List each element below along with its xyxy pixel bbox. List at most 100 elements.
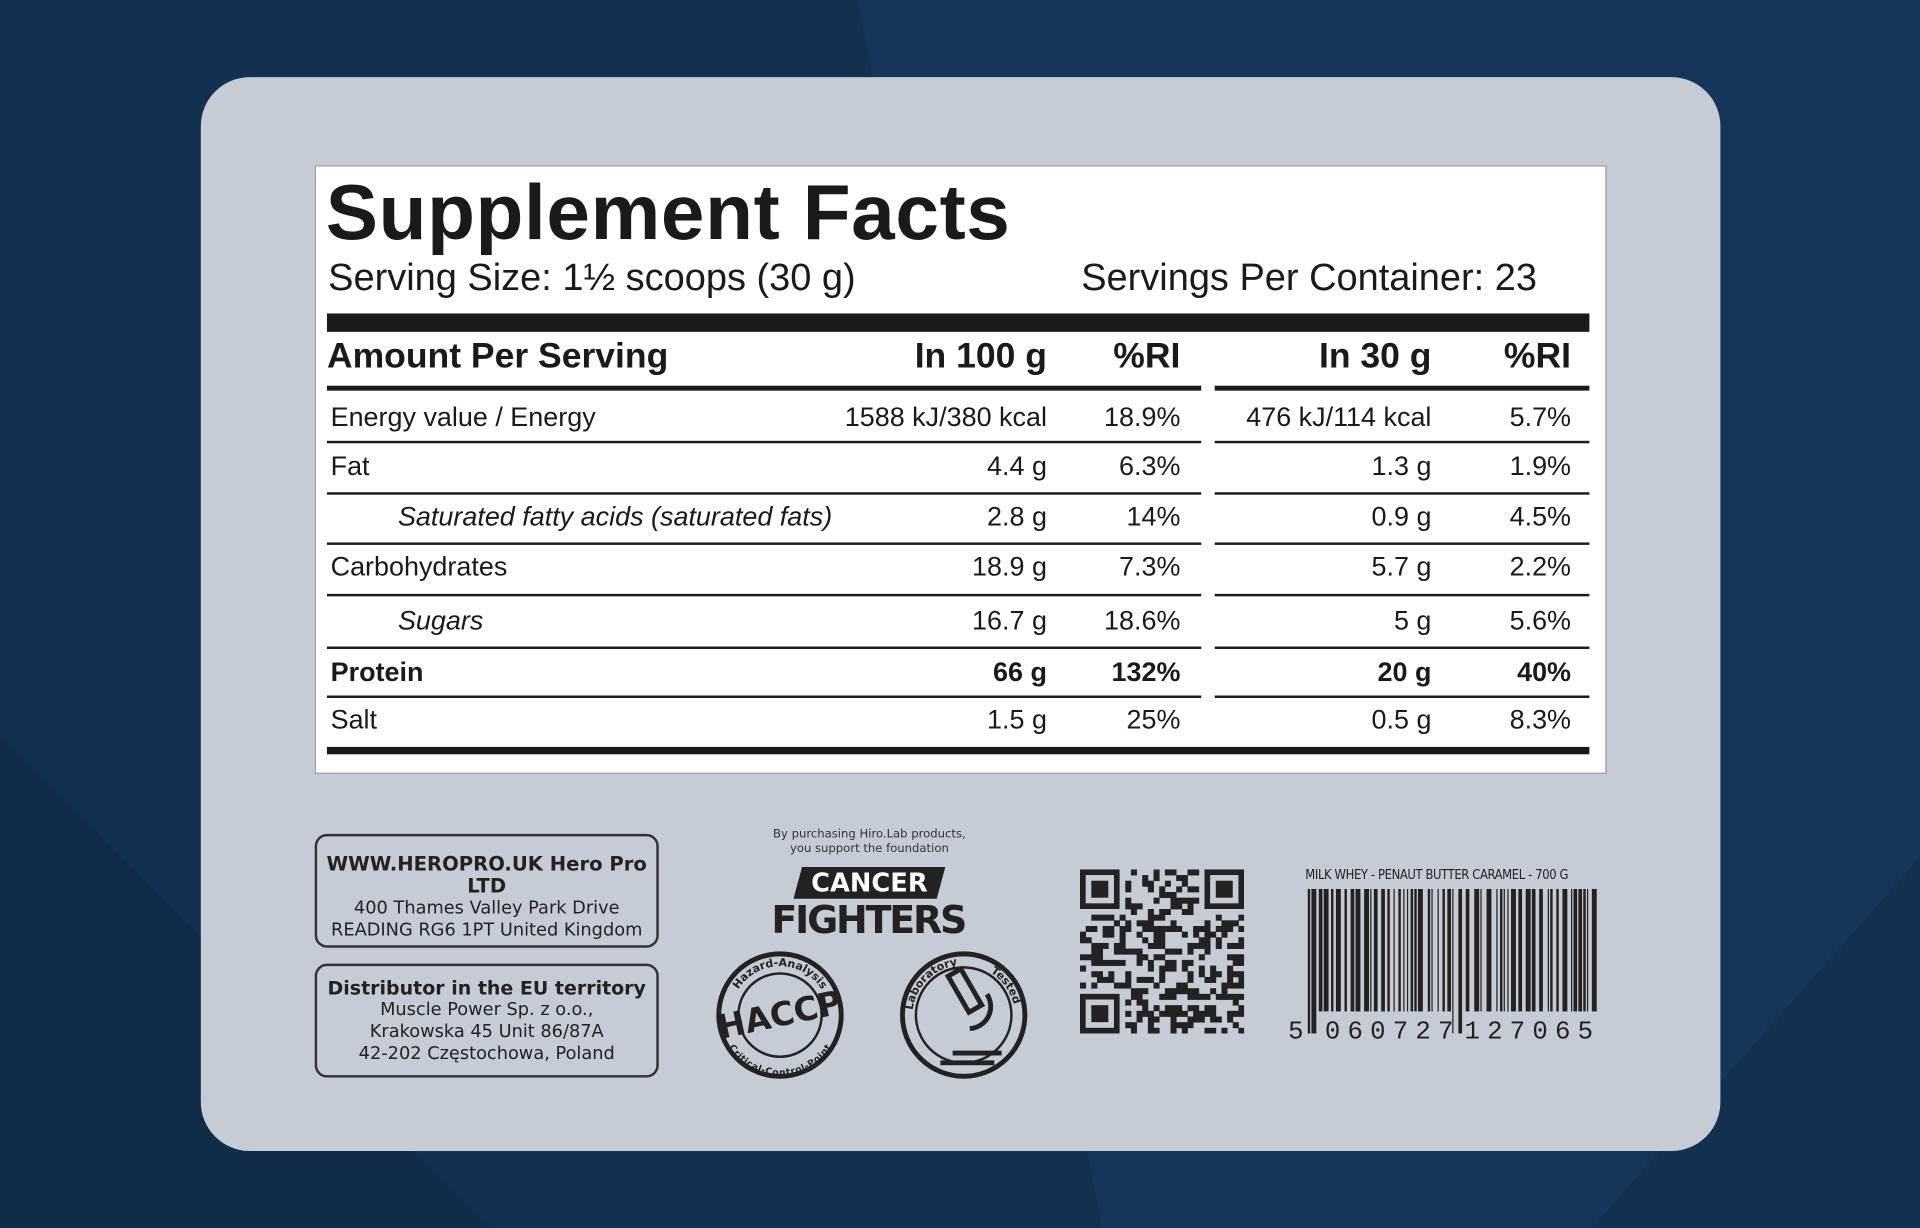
decoration — [1227, 942, 1234, 949]
decoration — [1210, 1016, 1217, 1023]
decoration — [1198, 954, 1205, 961]
decoration — [1096, 942, 1103, 949]
row-rule — [1214, 542, 1590, 545]
manufacturer-line: READING RG6 1PT United Kingdom — [331, 920, 643, 941]
column-header: In 100 g — [914, 336, 1047, 376]
decoration — [1215, 1016, 1222, 1023]
decoration — [1181, 959, 1188, 966]
manufacturer-line: WWW.HEROPRO.UK Hero Pro LTD — [326, 852, 647, 898]
decoration — [1176, 988, 1183, 995]
decoration — [1159, 965, 1166, 972]
decoration — [1176, 875, 1183, 882]
badge-text: Critical-Control-Point — [726, 1042, 834, 1078]
cell-value: 0.5 g — [1371, 704, 1432, 735]
decoration — [1113, 982, 1120, 989]
decoration — [1181, 965, 1188, 972]
rule — [326, 385, 1202, 391]
decoration — [1181, 1010, 1188, 1017]
decoration — [1187, 1005, 1194, 1012]
decoration — [1238, 982, 1245, 989]
row-label: Carbohydrates — [330, 551, 508, 582]
decoration — [1102, 925, 1109, 932]
badges: By purchasing Hiro.Lab products, you sup… — [714, 827, 1028, 1079]
decoration — [1215, 942, 1222, 949]
cell-value: 5.7% — [1509, 401, 1572, 433]
decoration — [1164, 993, 1171, 1000]
cell-value: 5 g — [1393, 604, 1432, 636]
decoration — [1147, 942, 1154, 949]
decoration — [1232, 954, 1239, 961]
decoration — [1227, 965, 1234, 972]
cell-value: 1.5 g — [987, 704, 1047, 735]
decoration — [1187, 942, 1194, 949]
decoration — [1232, 999, 1239, 1006]
decoration — [1096, 948, 1103, 955]
decoration — [1136, 903, 1143, 910]
decoration — [1108, 976, 1115, 983]
decoration — [1442, 888, 1445, 1012]
decoration — [1159, 937, 1166, 944]
column-header: Amount Per Serving — [326, 336, 669, 376]
distributor-line: Muscle Power Sp. z o.o., — [380, 1000, 594, 1021]
decoration — [1147, 1027, 1154, 1034]
decoration — [1142, 976, 1149, 983]
decoration — [1136, 1016, 1143, 1023]
decoration — [1108, 959, 1115, 966]
decoration — [1187, 976, 1194, 983]
decoration — [1221, 1027, 1228, 1034]
decoration — [1119, 914, 1126, 921]
decoration — [1227, 976, 1234, 983]
decoration — [1447, 888, 1452, 1012]
decoration — [1204, 1010, 1211, 1017]
decoration — [1335, 888, 1341, 1012]
decoration — [1164, 1010, 1171, 1017]
decoration — [1153, 1027, 1160, 1034]
decoration — [1119, 982, 1126, 989]
decoration — [1153, 931, 1160, 938]
decoration — [1210, 976, 1217, 983]
decoration — [1102, 976, 1109, 983]
decoration — [1381, 888, 1385, 1012]
decoration — [1187, 869, 1194, 876]
decoration — [1147, 914, 1154, 921]
decoration — [1238, 1010, 1245, 1017]
row-rule — [326, 695, 1202, 698]
row-label: Protein — [330, 656, 424, 687]
column-header: In 30 g — [1318, 336, 1432, 376]
decoration — [1227, 982, 1234, 989]
decoration — [1550, 888, 1553, 1012]
decoration — [1164, 1005, 1171, 1012]
decoration — [1159, 892, 1166, 899]
cell-value: 2.8 g — [987, 500, 1047, 532]
decoration — [1085, 937, 1092, 944]
decoration — [1562, 888, 1568, 1012]
decoration — [1153, 897, 1160, 904]
decoration — [1125, 948, 1132, 955]
decoration — [1187, 988, 1194, 995]
decoration — [1215, 937, 1222, 944]
decoration — [1153, 914, 1160, 921]
decoration — [1119, 948, 1126, 955]
decoration — [1176, 897, 1183, 904]
decoration — [1187, 993, 1194, 1000]
decoration — [1119, 942, 1126, 949]
cell-value: 5.7 g — [1371, 551, 1432, 582]
decoration — [1547, 888, 1549, 1012]
decoration — [1215, 914, 1222, 921]
decoration — [1170, 959, 1177, 966]
decoration — [1142, 920, 1149, 927]
decoration — [1091, 1005, 1109, 1023]
decoration — [1159, 886, 1166, 893]
decoration — [1474, 888, 1480, 1012]
decoration — [1187, 1016, 1194, 1023]
decoration — [1142, 1010, 1149, 1017]
row-label: Fat — [330, 450, 370, 482]
decoration — [1176, 948, 1183, 955]
decoration — [1091, 959, 1098, 966]
decoration — [1232, 993, 1239, 1000]
decoration — [1311, 888, 1317, 1034]
decoration — [1193, 1016, 1200, 1023]
decoration — [1147, 920, 1154, 927]
cell-value: 0.9 g — [1371, 500, 1432, 532]
